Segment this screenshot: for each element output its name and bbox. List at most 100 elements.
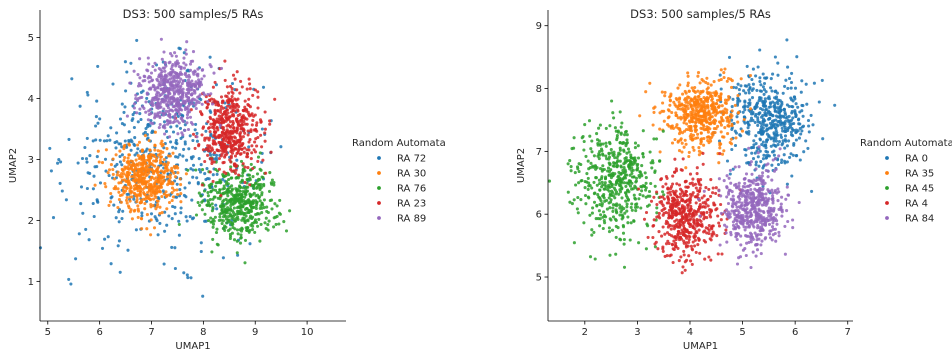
data-point [123,156,127,160]
data-point [775,131,779,135]
data-point [704,226,708,230]
data-point [206,190,210,195]
data-point [747,179,751,183]
data-point [576,195,580,200]
data-point [176,114,180,118]
data-point [733,213,737,217]
data-point [250,151,254,155]
data-point [229,156,233,160]
data-point [744,208,748,212]
data-point [689,244,693,248]
data-point [188,215,192,219]
data-point [799,90,803,94]
data-point [137,156,141,161]
data-point [84,157,89,161]
data-point [156,149,160,153]
data-point [135,197,139,201]
data-point [744,148,748,152]
data-point [171,145,175,149]
data-point [699,118,703,122]
data-point [625,133,629,137]
data-point [608,206,612,210]
data-point [809,113,813,117]
data-point [783,252,787,256]
data-point [709,139,713,143]
data-point [138,173,142,177]
data-point [601,164,605,168]
data-point [190,99,194,103]
data-point [694,212,698,216]
data-point [102,139,106,143]
data-point [694,250,698,254]
data-point [196,74,200,78]
data-point [639,206,643,210]
data-point [661,225,665,229]
data-point [233,154,238,158]
data-point [761,130,766,134]
data-point [156,180,160,184]
data-point [153,96,157,100]
data-point [126,248,130,252]
data-point [186,276,190,280]
data-point [159,37,163,41]
data-point [697,153,701,157]
data-point [751,118,755,122]
data-point [759,160,763,164]
data-point [680,150,684,154]
data-point [256,224,260,228]
data-point [173,166,177,170]
data-point [684,179,688,183]
data-point [696,117,700,121]
data-point [754,134,758,138]
data-point [790,71,794,75]
data-point [776,143,780,147]
data-point [719,68,723,72]
data-point [79,202,83,206]
data-point [234,98,238,102]
data-point [614,252,618,256]
data-point [135,111,139,115]
data-point [245,87,249,91]
data-point [211,173,215,177]
data-point [690,215,694,219]
data-point [151,190,155,194]
data-point [733,209,737,213]
data-point [625,189,629,193]
data-point [757,164,761,168]
data-point [640,189,644,193]
data-point [725,159,730,163]
data-point [703,257,707,261]
data-point [204,147,208,151]
x-tick-label: 5 [45,327,51,338]
data-point [153,68,157,72]
data-point [733,226,737,230]
data-point [651,224,655,228]
data-point [723,98,728,102]
data-point [192,89,196,93]
data-point [273,97,277,101]
data-point [250,144,254,148]
data-point [668,99,672,103]
data-point [690,138,694,142]
data-point [153,116,157,120]
data-point [244,226,248,230]
data-point [611,215,616,219]
data-point [714,113,718,117]
data-point [201,68,205,72]
data-point [719,130,723,134]
data-point [222,160,226,164]
data-point [771,233,775,237]
data-point [84,227,88,231]
data-point [761,178,765,183]
data-point [594,167,598,171]
data-point [169,140,173,144]
data-point [779,108,783,112]
data-point [719,115,724,119]
data-point [134,228,138,232]
data-point [764,108,768,112]
data-point [259,120,263,124]
data-point [136,147,140,151]
data-point [709,258,713,262]
data-point [704,186,708,190]
data-point [621,177,625,181]
